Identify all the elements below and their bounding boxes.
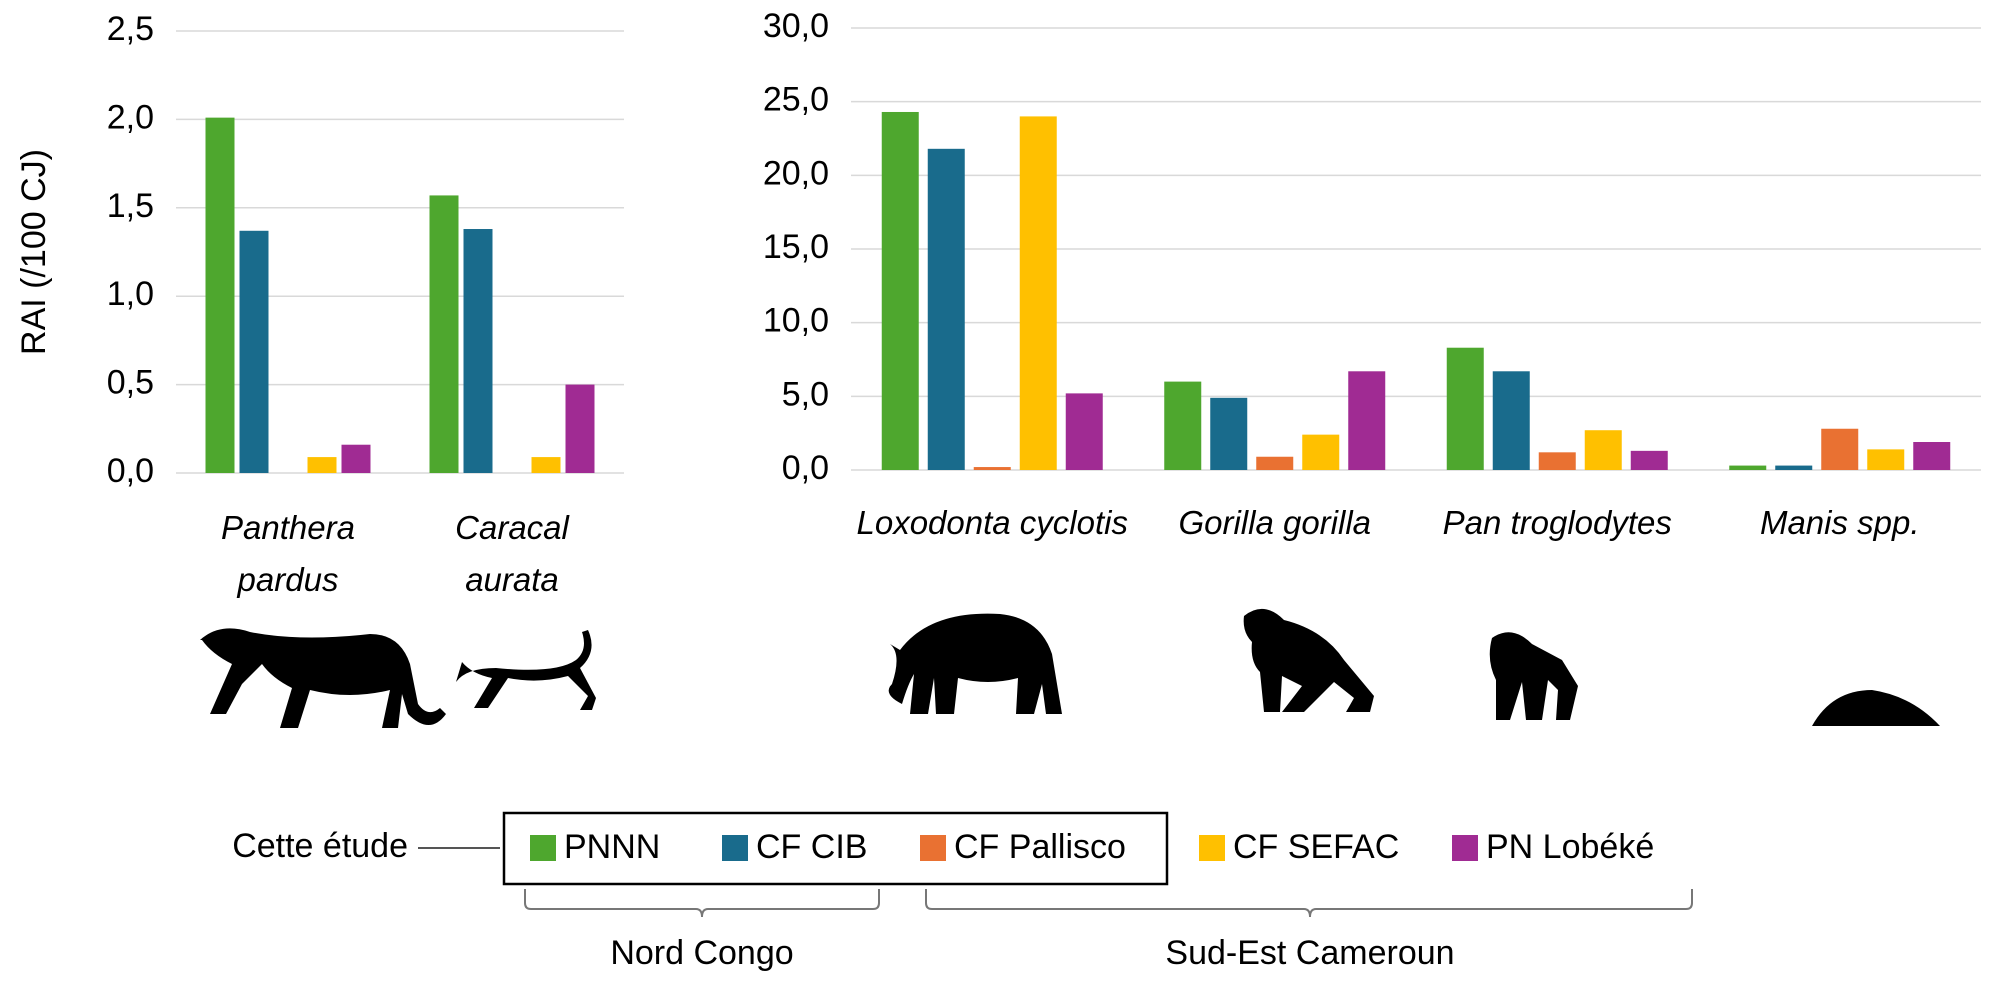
legend-box xyxy=(502,811,1169,886)
legend-swatch xyxy=(920,835,946,861)
legend-label: PNNN xyxy=(564,828,660,866)
bar xyxy=(1729,465,1767,470)
bar xyxy=(1019,116,1057,471)
legend-label: CF SEFAC xyxy=(1233,828,1399,866)
y-tick-label: 30,0 xyxy=(763,7,829,45)
legend-annotation: Cette étude xyxy=(232,827,408,865)
bar xyxy=(1630,450,1668,470)
x-tick-label: Caracal aurata xyxy=(455,509,569,598)
bar xyxy=(565,384,595,473)
bar xyxy=(1913,442,1951,470)
bar xyxy=(973,467,1011,470)
bar xyxy=(1492,371,1530,470)
x-tick-label: Gorilla gorilla xyxy=(1178,504,1372,541)
y-tick-label: 1,5 xyxy=(107,187,154,225)
x-tick-label: Pan troglodytes xyxy=(1442,504,1672,541)
x-tick-label: Loxodonta cyclotis xyxy=(856,504,1129,541)
bar xyxy=(1821,428,1859,470)
y-tick-label: 5,0 xyxy=(782,375,829,413)
y-tick-label: 15,0 xyxy=(763,228,829,266)
bar xyxy=(927,148,965,470)
x-tick-label: Manis spp. xyxy=(1759,504,1920,541)
bar xyxy=(1065,393,1103,470)
bar xyxy=(1446,347,1484,470)
bar xyxy=(1867,449,1905,470)
x-tick-label: Panthera pardus xyxy=(221,509,355,598)
bracket xyxy=(524,889,880,918)
y-tick-label: 0,0 xyxy=(107,452,154,490)
bar xyxy=(1164,381,1202,470)
legend-swatch xyxy=(722,835,748,861)
y-axis-label: RAI (/100 CJ) xyxy=(15,149,53,355)
legend-swatch xyxy=(530,835,556,861)
group-label: Sud-Est Cameroun xyxy=(1165,934,1454,972)
group-label: Nord Congo xyxy=(610,934,793,972)
bar xyxy=(1348,371,1386,470)
bar xyxy=(531,457,561,473)
y-tick-label: 0,5 xyxy=(107,364,154,402)
y-tick-label: 0,0 xyxy=(782,449,829,487)
y-tick-label: 10,0 xyxy=(763,302,829,340)
y-tick-label: 20,0 xyxy=(763,154,829,192)
legend-label: PN Lobéké xyxy=(1486,828,1654,866)
bar xyxy=(463,229,493,473)
bar xyxy=(881,111,919,470)
bar xyxy=(1210,397,1248,470)
y-tick-label: 25,0 xyxy=(763,81,829,119)
bar xyxy=(429,195,459,473)
silhouettes xyxy=(200,608,1940,728)
y-tick-label: 1,0 xyxy=(107,275,154,313)
bar xyxy=(307,457,337,473)
legend-swatch xyxy=(1452,835,1478,861)
bar xyxy=(1256,456,1294,470)
legend-swatch xyxy=(1199,835,1225,861)
bracket xyxy=(925,889,1693,918)
bar xyxy=(1775,465,1813,470)
bar xyxy=(1584,430,1622,470)
y-tick-label: 2,5 xyxy=(107,10,154,48)
legend-label: CF CIB xyxy=(756,828,867,866)
bar xyxy=(239,230,269,473)
bar xyxy=(205,117,235,473)
bar xyxy=(341,444,371,473)
legend-label: CF Pallisco xyxy=(954,828,1126,866)
bar xyxy=(1302,434,1340,470)
y-tick-label: 2,0 xyxy=(107,98,154,136)
bar xyxy=(1538,452,1576,470)
